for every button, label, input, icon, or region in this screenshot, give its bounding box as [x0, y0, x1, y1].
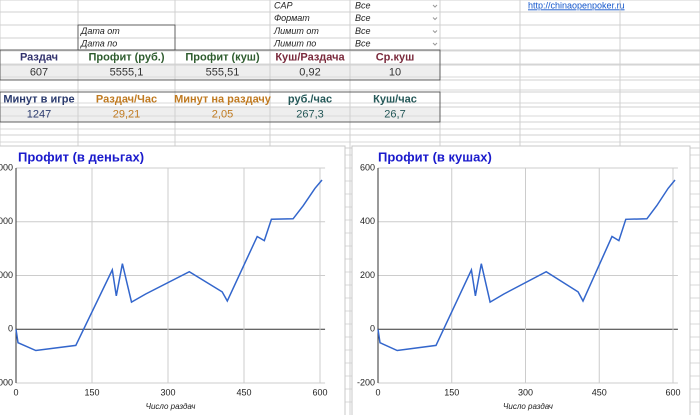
stat-header: Куш/час: [373, 93, 417, 105]
stat-header: Куш/Раздача: [275, 51, 345, 63]
y-tick-label: 600: [360, 162, 375, 172]
stat-value: 267,3: [296, 108, 324, 120]
filter-value[interactable]: Все: [355, 13, 371, 23]
y-tick-label: 0: [370, 324, 375, 334]
stat-value: 555,51: [206, 66, 240, 78]
y-tick-label: 400: [360, 216, 375, 226]
x-tick-label: 150: [84, 387, 99, 397]
y-tick-label: 200: [360, 270, 375, 280]
filter-value[interactable]: Все: [355, 0, 371, 10]
stat-header: Минут в игре: [3, 93, 74, 105]
stat-header: руб./час: [288, 93, 332, 105]
filter-label: CAP: [274, 0, 293, 10]
y-tick-label: 4000: [0, 216, 13, 226]
stat-header: Минут на раздачу: [174, 93, 272, 105]
stat-value: 1247: [27, 108, 51, 120]
filter-value[interactable]: Все: [355, 26, 371, 36]
x-tick-label: 600: [312, 387, 327, 397]
stat-value: 5555,1: [110, 66, 144, 78]
filter-value[interactable]: Все: [355, 38, 371, 48]
date-label: Дата от: [80, 26, 120, 36]
stat-header: Профит (руб.): [88, 51, 164, 63]
dropdown-arrow[interactable]: [432, 30, 438, 34]
table-border: [0, 91, 441, 123]
x-tick-label: 450: [236, 387, 251, 397]
value-row-bg: [0, 107, 440, 122]
y-tick-label: 0: [8, 324, 13, 334]
dropdown-arrow[interactable]: [432, 42, 438, 46]
data-line: [15, 179, 323, 352]
filter-label: Формат: [274, 13, 310, 23]
stat-value: 10: [389, 66, 401, 78]
stat-value: 29,21: [113, 108, 141, 120]
y-tick-label: -200: [357, 377, 375, 387]
x-tick-label: 0: [375, 387, 380, 397]
stat-value: 2,05: [212, 108, 233, 120]
chart-frame: [351, 145, 691, 417]
data-line: [377, 179, 676, 352]
stat-value: 26,7: [384, 108, 405, 120]
x-axis-label: Число раздач: [503, 402, 553, 411]
stat-header: Ср.куш: [376, 51, 415, 63]
x-axis-label: Число раздач: [146, 402, 196, 411]
stat-header: Профит (куш): [185, 51, 260, 63]
link[interactable]: http://chinaopenpoker.ru: [528, 0, 625, 10]
stat-header: Раздач: [20, 51, 58, 63]
x-tick-label: 300: [518, 387, 533, 397]
x-tick-label: 450: [592, 387, 607, 397]
stat-header: Раздач/Час: [96, 93, 157, 105]
chart-title: Профит (в кушах): [378, 149, 492, 164]
x-tick-label: 600: [665, 387, 680, 397]
filter-label: Лимит по: [273, 38, 316, 48]
dropdown-arrow[interactable]: [432, 4, 438, 8]
dropdown-arrow[interactable]: [432, 17, 438, 21]
date-label: Дата по: [80, 38, 117, 48]
x-tick-label: 0: [13, 387, 18, 397]
value-row-bg: [0, 65, 440, 80]
stat-value: 0,92: [299, 66, 320, 78]
stat-value: 607: [30, 66, 48, 78]
table-border: [0, 49, 441, 81]
x-tick-label: 150: [444, 387, 459, 397]
chart-title: Профит (в деньгах): [18, 149, 144, 164]
filter-label: Лимит от: [273, 26, 319, 36]
x-tick-label: 300: [160, 387, 175, 397]
